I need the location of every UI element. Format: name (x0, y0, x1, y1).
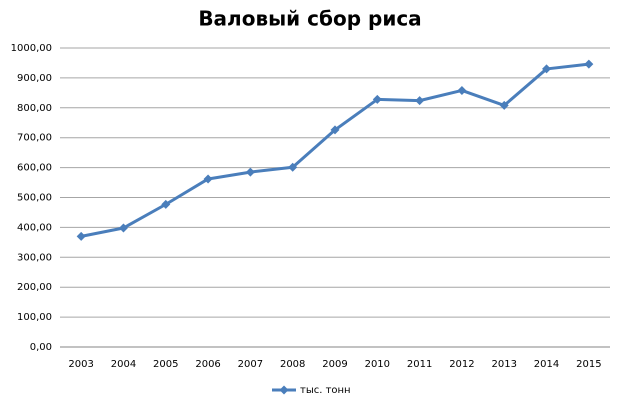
y-tick-label: 0,00 (30, 342, 52, 353)
data-point (584, 59, 594, 69)
x-tick-label: 2014 (534, 359, 559, 370)
data-point (118, 223, 128, 233)
data-point (245, 167, 255, 177)
x-tick-label: 2015 (576, 359, 601, 370)
chart-title: Валовый сбор риса (198, 7, 421, 31)
x-tick-label: 2011 (407, 359, 432, 370)
x-tick-label: 2004 (111, 359, 136, 370)
data-point (542, 64, 552, 74)
x-tick-label: 2005 (153, 359, 178, 370)
y-tick-label: 300,00 (17, 252, 52, 263)
y-tick-label: 100,00 (17, 312, 52, 323)
y-tick-label: 500,00 (17, 193, 52, 204)
data-point (203, 174, 213, 184)
legend-label: тыс. тонн (300, 385, 351, 396)
y-tick-label: 900,00 (17, 73, 52, 84)
data-point (499, 100, 509, 110)
x-tick-label: 2010 (365, 359, 390, 370)
y-tick-label: 1000,00 (11, 43, 52, 54)
y-tick-label: 600,00 (17, 163, 52, 174)
legend-marker (279, 385, 289, 395)
data-point (457, 85, 467, 95)
data-point (76, 231, 86, 241)
x-tick-label: 2007 (238, 359, 263, 370)
y-tick-label: 400,00 (17, 222, 52, 233)
x-tick-label: 2012 (449, 359, 474, 370)
y-tick-label: 200,00 (17, 282, 52, 293)
x-tick-label: 2006 (195, 359, 220, 370)
x-tick-label: 2008 (280, 359, 305, 370)
data-point (330, 125, 340, 135)
data-point (372, 94, 382, 104)
x-tick-label: 2009 (322, 359, 347, 370)
data-point (161, 199, 171, 209)
x-tick-label: 2013 (492, 359, 517, 370)
x-tick-label: 2003 (68, 359, 93, 370)
data-point (415, 96, 425, 106)
data-point (288, 162, 298, 172)
y-tick-label: 800,00 (17, 103, 52, 114)
y-tick-label: 700,00 (17, 133, 52, 144)
